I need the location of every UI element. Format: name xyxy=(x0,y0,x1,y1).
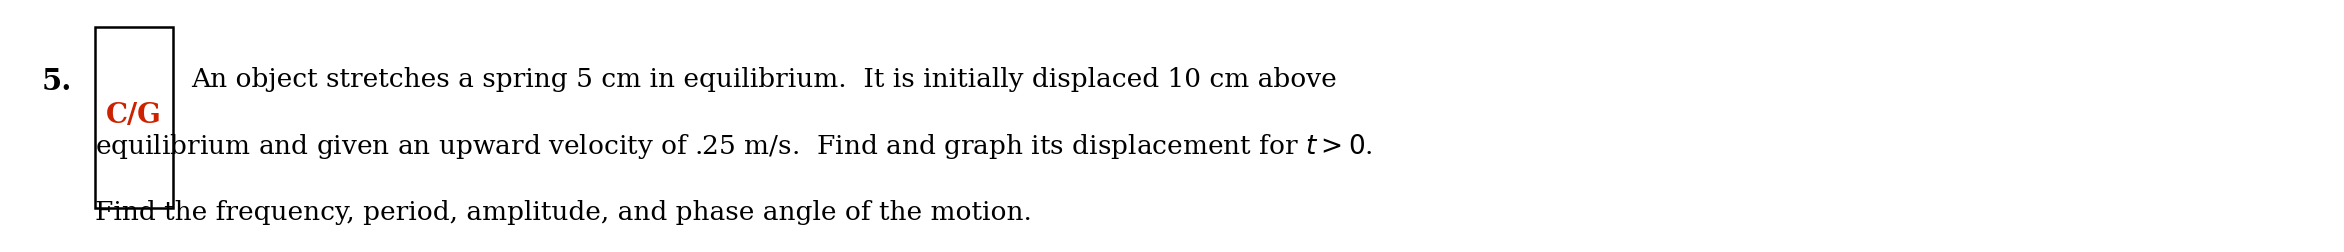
Bar xyxy=(96,27,173,208)
Text: Find the frequency, period, amplitude, and phase angle of the motion.: Find the frequency, period, amplitude, a… xyxy=(96,200,1031,225)
Text: An object stretches a spring 5 cm in equilibrium.  It is initially displaced 10 : An object stretches a spring 5 cm in equ… xyxy=(190,67,1336,92)
Text: C/G: C/G xyxy=(105,102,162,129)
Text: 5.: 5. xyxy=(42,67,73,96)
Text: equilibrium and given an upward velocity of .25 m/s.  Find and graph its displac: equilibrium and given an upward velocity… xyxy=(96,132,1374,161)
